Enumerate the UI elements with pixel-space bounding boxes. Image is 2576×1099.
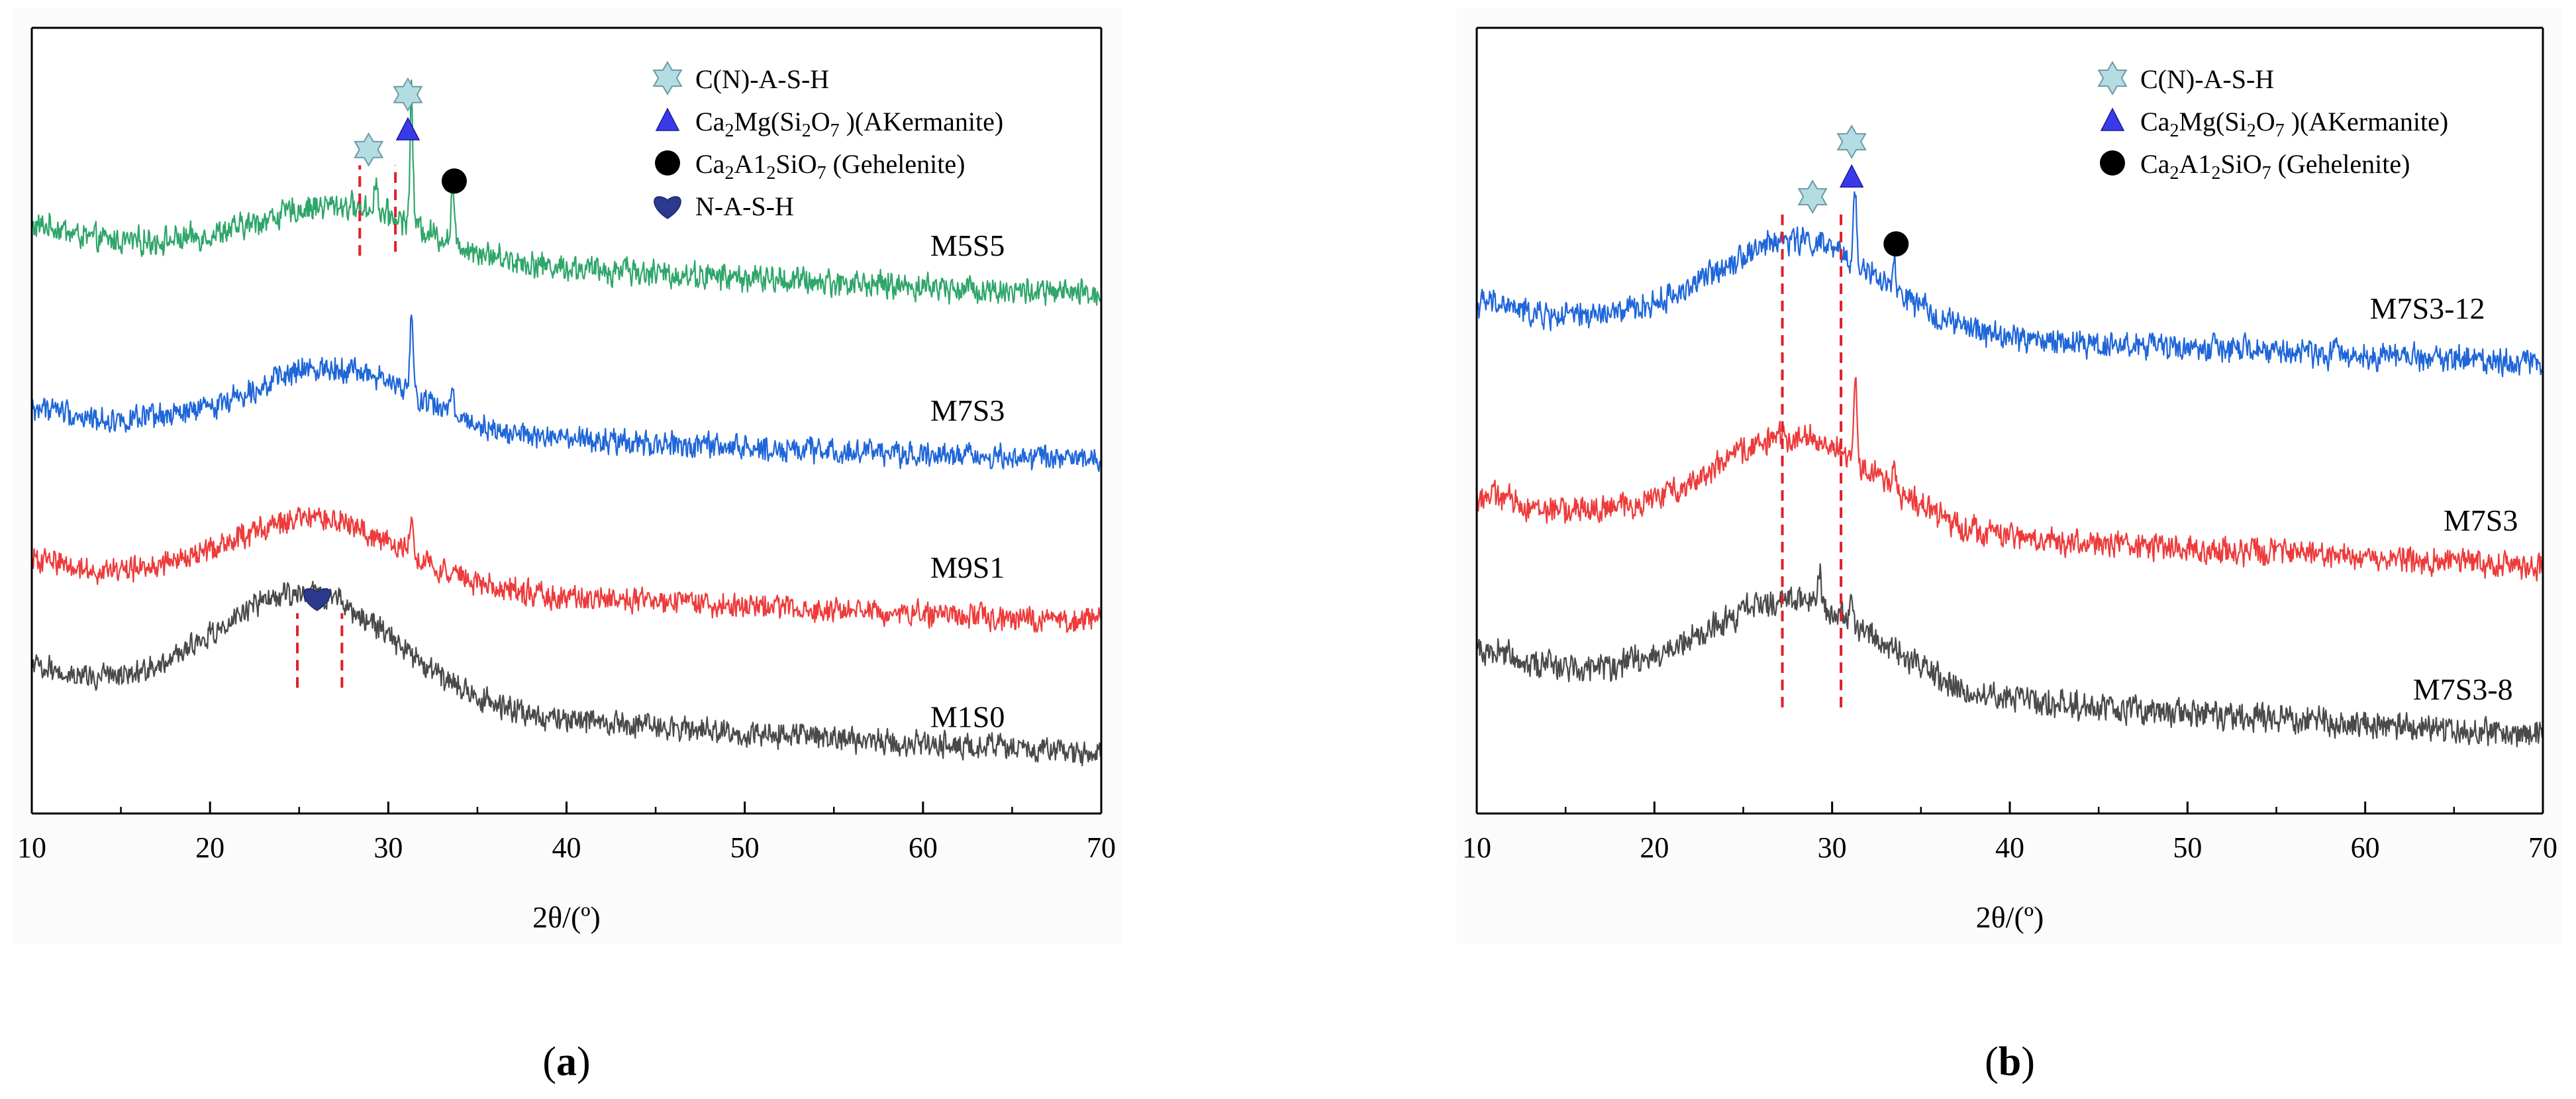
x-tick-label: 70 — [1087, 831, 1116, 864]
heart-peak-marker-icon — [303, 588, 331, 611]
series-line-m5s5 — [30, 79, 1103, 306]
legend-heart-icon — [654, 196, 681, 219]
triangle-peak-marker-icon — [1839, 164, 1864, 188]
x-tick-label: 10 — [17, 831, 46, 864]
legend-label: Ca2A12SiO7 (Gehelenite) — [695, 149, 965, 183]
series-line-m9s1 — [30, 506, 1103, 633]
x-tick-label: 30 — [1818, 831, 1847, 864]
circle-peak-marker-icon — [1883, 231, 1909, 257]
x-tick-label: 50 — [730, 831, 760, 864]
legend-label: Ca2Mg(Si2O7 )(AKermanite) — [2140, 107, 2448, 141]
plot-area — [1477, 28, 2543, 813]
series-line-m7s3 — [1475, 377, 2544, 582]
x-tick-label: 20 — [195, 831, 224, 864]
star-peak-marker-icon — [1836, 125, 1867, 159]
series-label: M1S0 — [930, 700, 1005, 734]
series-label: M5S5 — [930, 229, 1005, 262]
series-line-m7s3-12 — [1475, 191, 2544, 378]
circle-peak-marker-icon — [441, 168, 467, 194]
series-line-m7s3-8 — [1475, 563, 2544, 748]
legend-label: Ca2A12SiO7 (Gehelenite) — [2140, 149, 2410, 183]
legend-star-icon — [2097, 61, 2128, 95]
x-tick-label: 70 — [2528, 831, 2557, 864]
legend-circle-icon — [655, 150, 680, 176]
star-peak-marker-icon — [354, 132, 384, 167]
x-tick-label: 40 — [552, 831, 581, 864]
series-label: M7S3 — [930, 393, 1005, 427]
series-line-m1s0 — [30, 580, 1103, 766]
panel-label: (a) — [542, 1039, 590, 1084]
star-peak-marker-icon — [393, 77, 423, 112]
triangle-peak-marker-icon — [395, 117, 421, 140]
x-axis-label: 2θ/(º) — [1976, 900, 2044, 934]
x-tick-label: 60 — [2351, 831, 2380, 864]
legend-triangle-icon — [655, 107, 680, 131]
x-tick-label: 30 — [373, 831, 403, 864]
legend-star-icon — [652, 61, 683, 95]
x-tick-label: 40 — [1995, 831, 2024, 864]
series-label: M9S1 — [930, 550, 1005, 584]
panel-b: M7S3-12 M7S3 M7S3-8 10 20 30 40 50 60 70 2θ/(º) C(N… — [1457, 8, 2563, 1084]
plot-area — [32, 28, 1101, 813]
legend-circle-icon — [2100, 150, 2125, 176]
x-tick-label: 60 — [909, 831, 938, 864]
panel-a: M5S5 M7S3 M9S1 M1S0 10 20 30 40 50 60 70 2θ/(º) C(N)… — [12, 8, 1121, 1084]
legend-label: C(N)-A-S-H — [2140, 64, 2274, 94]
legend-label: Ca2Mg(Si2O7 )(AKermanite) — [695, 107, 1003, 141]
x-tick-label: 10 — [1462, 831, 1491, 864]
legend-label: N-A-S-H — [695, 191, 794, 221]
panel-label: (b) — [1985, 1039, 2035, 1084]
legend-label: C(N)-A-S-H — [695, 64, 829, 94]
series-label: M7S3 — [2444, 503, 2518, 537]
x-axis-label: 2θ/(º) — [532, 900, 601, 934]
x-tick-label: 50 — [2173, 831, 2202, 864]
star-peak-marker-icon — [1797, 180, 1828, 214]
series-label: M7S3-12 — [2370, 291, 2485, 325]
series-line-m7s3 — [30, 314, 1103, 472]
series-label: M7S3-8 — [2413, 672, 2513, 706]
x-tick-label: 20 — [1640, 831, 1669, 864]
legend-triangle-icon — [2100, 107, 2125, 131]
